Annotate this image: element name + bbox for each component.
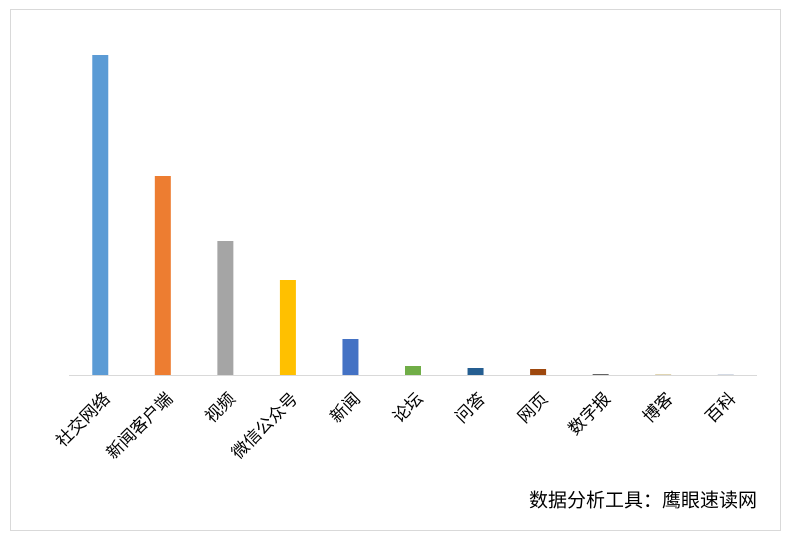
bar (593, 374, 609, 375)
bar (468, 368, 484, 375)
bar (405, 366, 421, 375)
bar (217, 241, 233, 375)
bar (92, 55, 108, 375)
bar (530, 369, 546, 375)
bar (342, 339, 358, 375)
bar (155, 176, 171, 375)
bar (280, 280, 296, 375)
source-note: 数据分析工具：鹰眼速读网 (529, 489, 757, 511)
